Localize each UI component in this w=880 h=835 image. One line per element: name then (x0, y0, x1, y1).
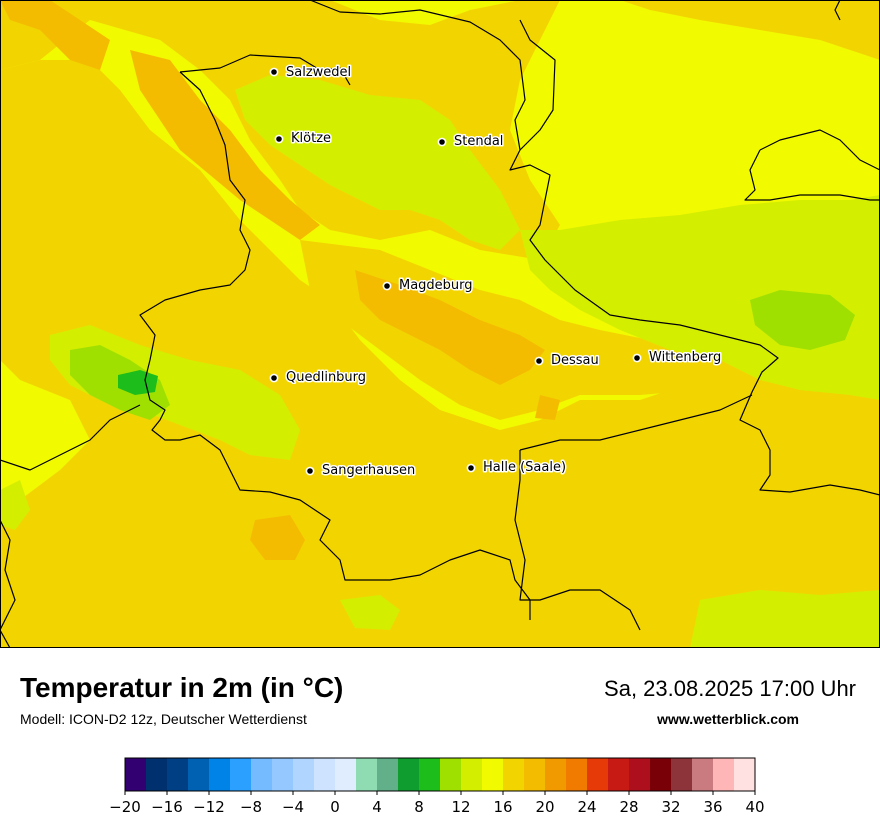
city-dot (269, 67, 279, 77)
city-dot (269, 373, 279, 383)
city-label: Dessau (551, 353, 599, 368)
city-marker: Wittenberg (632, 349, 723, 367)
color-legend: −20 −16 −12 −8 −4 0 4 8 12 16 20 24 28 32 36 40 (0, 756, 880, 830)
legend-swatch (398, 758, 420, 791)
city-marker: Magdeburg (382, 277, 474, 295)
legend-swatch (503, 758, 525, 791)
legend-tick-label: −12 (193, 798, 225, 816)
city-marker: Halle (Saale) (466, 459, 568, 477)
legend-swatch (356, 758, 378, 791)
legend-swatch (608, 758, 630, 791)
legend-tick-label: 12 (451, 798, 470, 816)
legend-swatch (713, 758, 735, 791)
city-label: Klötze (291, 131, 331, 146)
legend-swatch (629, 758, 651, 791)
legend-tick-label: 24 (577, 798, 596, 816)
legend-tick-label: 0 (330, 798, 340, 816)
city-label: Stendal (454, 134, 503, 149)
legend-swatch (419, 758, 441, 791)
legend-swatch (734, 758, 756, 791)
legend-ticks: −20 −16 −12 −8 −4 0 4 8 12 16 20 24 28 32 36 40 (109, 791, 765, 816)
legend-tick-label: 36 (703, 798, 722, 816)
legend-swatch (188, 758, 210, 791)
city-dot (382, 281, 392, 291)
legend-swatch (251, 758, 273, 791)
city-marker: Stendal (437, 133, 505, 151)
city-marker: Klötze (274, 130, 333, 148)
legend-swatch (125, 758, 147, 791)
map-title: Temperatur in 2m (in °C) (20, 672, 344, 703)
city-dot (437, 137, 447, 147)
city-dot (274, 134, 284, 144)
legend-tick-label: 16 (493, 798, 512, 816)
legend-swatch (209, 758, 231, 791)
city-label: Quedlinburg (286, 370, 366, 385)
legend-tick-label: −16 (151, 798, 183, 816)
city-label: Magdeburg (399, 278, 473, 293)
city-marker: Quedlinburg (269, 369, 368, 387)
legend-swatch (272, 758, 294, 791)
legend-tick-label: 20 (535, 798, 554, 816)
legend-swatch (524, 758, 546, 791)
legend-swatch (440, 758, 462, 791)
legend-tick-label: 8 (414, 798, 424, 816)
legend-swatch (461, 758, 483, 791)
legend-tick-label: −8 (240, 798, 262, 816)
legend-swatch (587, 758, 609, 791)
legend-swatch (545, 758, 567, 791)
legend-swatch (146, 758, 168, 791)
district-borders (0, 0, 880, 648)
city-label: Salzwedel (286, 65, 351, 80)
legend-swatches (125, 758, 756, 791)
city-marker: Dessau (534, 352, 600, 370)
footer: Temperatur in 2m (in °C) Modell: ICON-D2… (0, 648, 880, 830)
legend-tick-label: 40 (745, 798, 764, 816)
legend-swatch (566, 758, 588, 791)
legend-swatch (377, 758, 399, 791)
legend-swatch (671, 758, 693, 791)
legend-frame (124, 757, 756, 792)
city-dot (466, 463, 476, 473)
legend-tick-label: 4 (372, 798, 382, 816)
city-label: Halle (Saale) (483, 460, 566, 475)
legend-swatch (167, 758, 189, 791)
city-markers: Salzwedel Klötze Stendal Magdeburg Dessa… (269, 64, 723, 480)
model-info: Modell: ICON-D2 12z, Deutscher Wetterdie… (20, 711, 307, 727)
forecast-datetime: Sa, 23.08.2025 17:00 Uhr (604, 676, 856, 701)
temperature-map: Salzwedel Klötze Stendal Magdeburg Dessa… (0, 0, 880, 648)
city-marker: Salzwedel (269, 64, 353, 82)
temperature-field (0, 0, 880, 648)
legend-tick-label: 28 (619, 798, 638, 816)
city-label: Sangerhausen (322, 463, 415, 478)
legend-swatch (293, 758, 315, 791)
legend-tick-label: 32 (661, 798, 680, 816)
legend-tick-label: −4 (282, 798, 304, 816)
legend-swatch (482, 758, 504, 791)
legend-swatch (335, 758, 357, 791)
legend-tick-label: −20 (109, 798, 141, 816)
legend-swatch (230, 758, 252, 791)
city-label: Wittenberg (649, 350, 721, 365)
city-marker: Sangerhausen (305, 462, 417, 480)
city-dot (305, 466, 315, 476)
legend-swatch (692, 758, 714, 791)
website-link[interactable]: www.wetterblick.com (657, 711, 799, 727)
legend-swatch (650, 758, 672, 791)
city-dot (632, 353, 642, 363)
legend-swatch (314, 758, 336, 791)
city-dot (534, 356, 544, 366)
